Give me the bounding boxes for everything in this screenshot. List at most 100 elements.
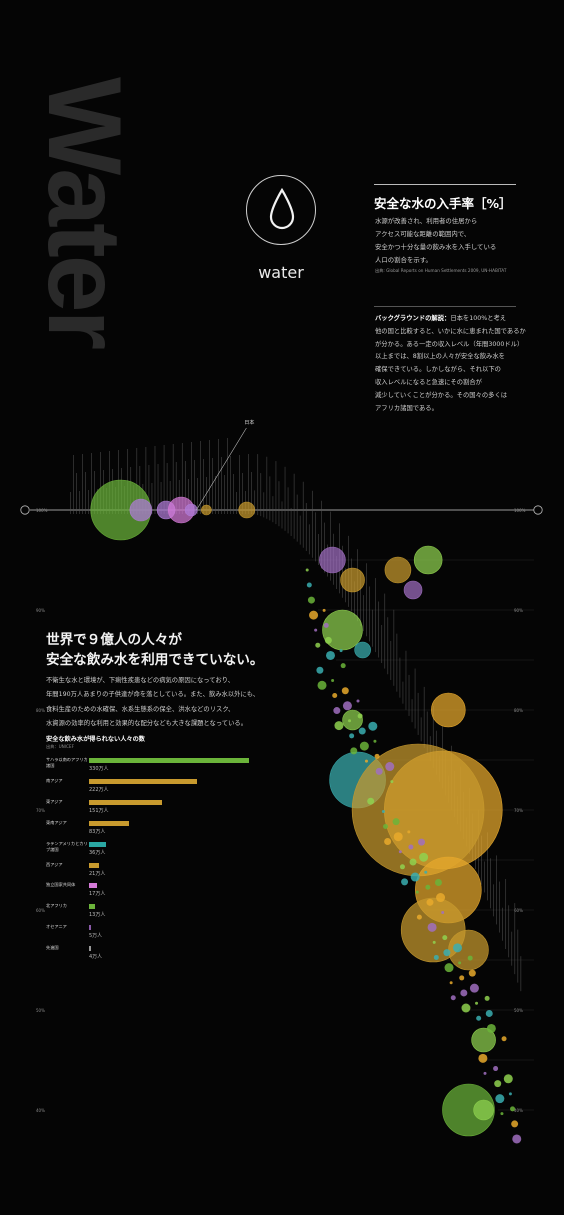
definition-source: 出典: Global Reports on Human Settlements … xyxy=(375,268,507,273)
country-bubble xyxy=(403,580,423,600)
country-bubble xyxy=(319,546,346,574)
water-drop-icon xyxy=(246,175,316,245)
country-dot xyxy=(433,954,439,960)
bar-value: 222万人 xyxy=(89,786,109,793)
country-bubble xyxy=(413,545,443,575)
country-bubble xyxy=(342,709,363,731)
country-dot xyxy=(427,922,437,932)
bar xyxy=(89,862,100,868)
country-bubble xyxy=(473,1099,494,1121)
country-dot xyxy=(325,650,335,660)
bar-row: 先進国 4万人 xyxy=(46,945,276,967)
tick-label-right: 50% xyxy=(514,1008,523,1013)
tick-label-left: 90% xyxy=(36,608,45,613)
bar-row: 西アジア 21万人 xyxy=(46,862,276,884)
country-dot xyxy=(452,943,462,953)
country-dot xyxy=(478,1053,488,1063)
country-dot xyxy=(334,721,344,731)
bar-value: 4万人 xyxy=(89,954,103,961)
country-bubble xyxy=(238,501,256,519)
axis-drop-icon xyxy=(533,505,543,515)
country-dot xyxy=(493,1066,499,1072)
country-dot xyxy=(449,981,453,985)
country-dot xyxy=(331,678,335,682)
country-dot xyxy=(399,864,405,870)
country-dot xyxy=(425,884,431,890)
bar xyxy=(89,799,163,805)
tick-label-right: 70% xyxy=(514,808,523,813)
bar-row: 独立国家共同体 17万人 xyxy=(46,882,276,904)
axis-drop-icon xyxy=(20,505,30,515)
country-dot xyxy=(316,666,324,674)
country-dot xyxy=(458,961,462,965)
country-dot xyxy=(409,858,417,866)
tick-label-right: 60% xyxy=(514,908,523,913)
tick-label-left: 70% xyxy=(36,808,45,813)
country-dot xyxy=(307,596,315,604)
country-dot xyxy=(483,1071,487,1075)
bar-value: 330万人 xyxy=(89,766,109,772)
country-dot xyxy=(367,797,375,805)
bar xyxy=(89,841,107,847)
definition-body: 水源が改善され、利用者の住居から アクセス可能な距離の範囲内で、 安全かつ十分な… xyxy=(375,217,497,264)
country-dot xyxy=(436,893,446,903)
bar-chart-source: 出典：UNICEF xyxy=(46,744,74,749)
bar-label: オセアニア xyxy=(46,924,67,930)
country-dot xyxy=(383,823,389,829)
country-dot xyxy=(443,949,451,957)
country-dot xyxy=(469,983,479,993)
country-dot xyxy=(306,582,312,588)
country-bubble xyxy=(322,609,363,651)
tick-label-right: 40% xyxy=(514,1108,523,1113)
country-bubble xyxy=(384,556,412,584)
country-dot xyxy=(426,898,434,906)
tick-label-left: 40% xyxy=(36,1108,45,1113)
country-dot xyxy=(348,719,352,723)
country-dot xyxy=(385,762,395,772)
country-dot xyxy=(475,1001,479,1005)
bar-row: オセアニア 5万人 xyxy=(46,924,276,946)
tick-label-left: 50% xyxy=(36,1008,45,1013)
bar-label: 独立国家共同体 xyxy=(46,882,76,888)
country-dot xyxy=(512,1134,522,1144)
country-dot xyxy=(340,663,346,669)
reference-leader xyxy=(196,427,247,511)
country-dot xyxy=(444,963,454,973)
bar xyxy=(89,820,130,826)
country-dot xyxy=(384,838,392,846)
country-dot xyxy=(315,642,321,648)
country-dot xyxy=(398,850,402,854)
country-dot xyxy=(468,969,476,977)
bar-label: 南アジア xyxy=(46,777,63,783)
headline: 世界で９億人の人々が 安全な飲み水を利用できていない。 xyxy=(46,632,264,668)
country-bubble xyxy=(354,641,371,659)
country-dot xyxy=(494,1080,502,1088)
country-dot xyxy=(485,1009,493,1017)
country-dot xyxy=(333,707,341,715)
icon-label: water xyxy=(258,263,304,282)
country-dot xyxy=(356,699,360,703)
country-dot xyxy=(415,890,419,894)
country-dot xyxy=(332,693,338,699)
bar-row: 南アジア 222万人 xyxy=(46,778,276,800)
bar-label: ラテンアメリカとカリブ諸国 xyxy=(46,840,88,852)
country-dot xyxy=(364,759,368,763)
country-bubble xyxy=(184,503,198,517)
country-dot xyxy=(500,1112,504,1116)
country-dot xyxy=(359,741,369,751)
definition-title: 安全な水の入手率［%］ xyxy=(374,196,512,211)
country-dot xyxy=(350,747,358,755)
tick-label-right: 90% xyxy=(514,608,523,613)
country-dot xyxy=(441,911,445,915)
country-dot xyxy=(323,622,329,628)
country-bubble xyxy=(340,567,365,593)
country-dot xyxy=(410,872,420,882)
country-dot xyxy=(419,852,429,862)
country-dot xyxy=(324,636,332,644)
definition-divider xyxy=(374,184,516,185)
bar-row: 北アフリカ 13万人 xyxy=(46,903,276,925)
bar-label: 北アフリカ xyxy=(46,903,67,909)
country-bubble xyxy=(351,743,485,877)
country-dot xyxy=(314,628,318,632)
country-dot xyxy=(442,935,448,941)
